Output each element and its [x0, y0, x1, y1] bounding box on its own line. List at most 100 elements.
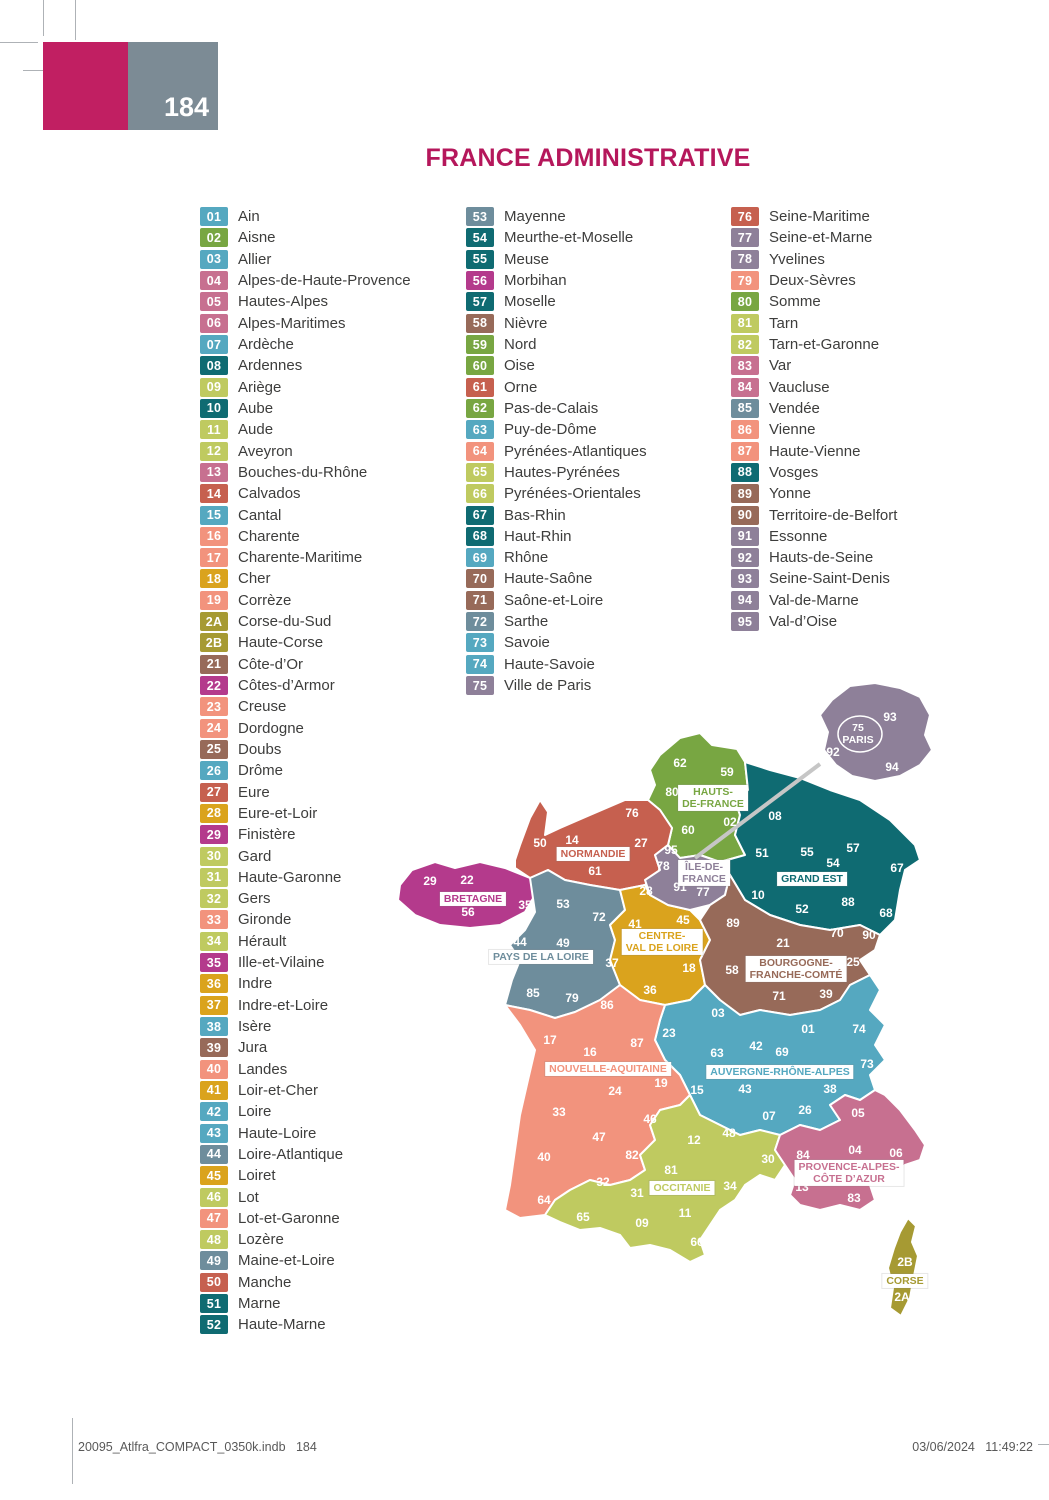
dept-row-45: 45 Loiret: [200, 1165, 411, 1186]
dept-row-23: 23 Creuse: [200, 696, 411, 717]
dept-name: Eure-et-Loir: [238, 804, 318, 822]
map-dept-number-05: 05: [851, 1106, 865, 1120]
dept-row-84: 84 Vaucluse: [731, 377, 897, 398]
dept-code-badge: 16: [200, 526, 228, 546]
dept-code-badge: 45: [200, 1166, 228, 1186]
dept-row-75: 75 Ville de Paris: [466, 675, 647, 696]
dept-row-47: 47 Lot-et-Garonne: [200, 1208, 411, 1229]
dept-name: Gard: [238, 847, 272, 865]
dept-code-badge: 60: [466, 356, 494, 376]
map-dept-number-16: 16: [583, 1045, 597, 1059]
dept-code-badge: 2A: [200, 612, 228, 632]
dept-code-badge: 40: [200, 1059, 228, 1079]
map-dept-number-95: 95: [664, 843, 678, 857]
dept-name: Ardèche: [238, 336, 294, 354]
dept-row-58: 58 Nièvre: [466, 313, 647, 334]
dept-code-badge: 91: [731, 526, 759, 546]
dept-code-badge: 29: [200, 825, 228, 845]
dept-code-badge: 52: [200, 1315, 228, 1335]
map-dept-number-67: 67: [890, 861, 904, 875]
dept-name: Yvelines: [769, 250, 825, 268]
dept-code-badge: 04: [200, 271, 228, 291]
dept-code-badge: 02: [200, 228, 228, 248]
map-dept-number-27: 27: [634, 836, 648, 850]
dept-row-68: 68 Haut-Rhin: [466, 526, 647, 547]
dept-row-40: 40 Landes: [200, 1059, 411, 1080]
dept-name: Maine-et-Loire: [238, 1252, 335, 1270]
dept-row-77: 77 Seine-et-Marne: [731, 227, 897, 248]
dept-column-2: 53 Mayenne 54 Meurthe-et-Moselle 55 Meuse 56 Mo…: [466, 206, 647, 696]
map-dept-number-52: 52: [795, 902, 809, 916]
dept-code-badge: 31: [200, 867, 228, 887]
dept-row-56: 56 Morbihan: [466, 270, 647, 291]
dept-name: Ardennes: [238, 357, 303, 375]
footer-datetime: 03/06/2024 11:49:22: [912, 1440, 1033, 1454]
dept-name: Loire-Atlantique: [238, 1145, 344, 1163]
dept-row-24: 24 Dordogne: [200, 718, 411, 739]
map-dept-number-50: 50: [533, 836, 547, 850]
map-dept-number-40: 40: [537, 1150, 551, 1164]
dept-name: Indre: [238, 975, 273, 993]
dept-row-30: 30 Gard: [200, 845, 411, 866]
dept-row-87: 87 Haute-Vienne: [731, 440, 897, 461]
dept-code-badge: 35: [200, 953, 228, 973]
dept-row-22: 22 Côtes-d’Armor: [200, 675, 411, 696]
dept-name: Creuse: [238, 698, 287, 716]
map-dept-number-86: 86: [600, 998, 614, 1012]
map-dept-number-30: 30: [761, 1152, 775, 1166]
map-dept-number-72: 72: [592, 910, 606, 924]
dept-name: Moselle: [504, 293, 556, 311]
dept-row-52: 52 Haute-Marne: [200, 1314, 411, 1335]
dept-code-badge: 24: [200, 718, 228, 738]
map-dept-number-14: 14: [565, 833, 579, 847]
dept-code-badge: 09: [200, 377, 228, 397]
dept-name: Val-de-Marne: [769, 591, 859, 609]
map-dept-number-57: 57: [846, 841, 860, 855]
dept-code-badge: 28: [200, 803, 228, 823]
dept-code-badge: 61: [466, 377, 494, 397]
dept-row-13: 13 Bouches-du-Rhône: [200, 462, 411, 483]
map-dept-number-82: 82: [625, 1148, 639, 1162]
dept-code-badge: 80: [731, 292, 759, 312]
dept-code-badge: 78: [731, 249, 759, 269]
dept-code-badge: 70: [466, 569, 494, 589]
dept-code-badge: 38: [200, 1017, 228, 1037]
dept-name: Ain: [238, 208, 260, 226]
dept-code-badge: 88: [731, 462, 759, 482]
dept-row-11: 11 Aude: [200, 419, 411, 440]
dept-name: Aveyron: [238, 442, 293, 460]
map-region-label-centre-val-de-loire: CENTRE- VAL DE LOIRE: [621, 928, 703, 956]
dept-name: Tarn-et-Garonne: [769, 336, 880, 354]
map-dept-number-70: 70: [830, 926, 844, 940]
region-paris-inset: [819, 682, 933, 782]
dept-row-63: 63 Puy-de-Dôme: [466, 419, 647, 440]
dept-code-badge: 79: [731, 271, 759, 291]
dept-row-28: 28 Eure-et-Loir: [200, 803, 411, 824]
map-dept-number-28: 28: [639, 884, 653, 898]
map-dept-number-24: 24: [608, 1084, 622, 1098]
map-dept-number-03: 03: [711, 1006, 725, 1020]
map-dept-number-48: 48: [722, 1126, 736, 1140]
dept-row-60: 60 Oise: [466, 355, 647, 376]
dept-name: Mayenne: [504, 208, 566, 226]
dept-code-badge: 51: [200, 1294, 228, 1314]
map-dept-number-51: 51: [755, 846, 769, 860]
dept-name: Charente-Maritime: [238, 549, 363, 567]
map-region-label--le-de-france: ÎLE-DE- FRANCE: [678, 859, 730, 887]
dept-name: Côte-d’Or: [238, 655, 304, 673]
dept-row-94: 94 Val-de-Marne: [731, 590, 897, 611]
dept-name: Meuse: [504, 250, 550, 268]
map-dept-number-23: 23: [662, 1026, 676, 1040]
dept-code-badge: 17: [200, 548, 228, 568]
map-region-label-pays-de-la-loire: PAYS DE LA LOIRE: [489, 949, 593, 965]
dept-row-05: 05 Hautes-Alpes: [200, 291, 411, 312]
dept-row-89: 89 Yonne: [731, 483, 897, 504]
map-dept-number-47: 47: [592, 1130, 606, 1144]
dept-code-badge: 36: [200, 974, 228, 994]
map-dept-number-76: 76: [625, 806, 639, 820]
dept-row-88: 88 Vosges: [731, 462, 897, 483]
dept-column-1: 01 Ain 02 Aisne 03 Allier 04 Alpes-de-Haute-Pro…: [200, 206, 411, 1336]
dept-name: Aube: [238, 399, 274, 417]
map-dept-number-34: 34: [723, 1179, 737, 1193]
